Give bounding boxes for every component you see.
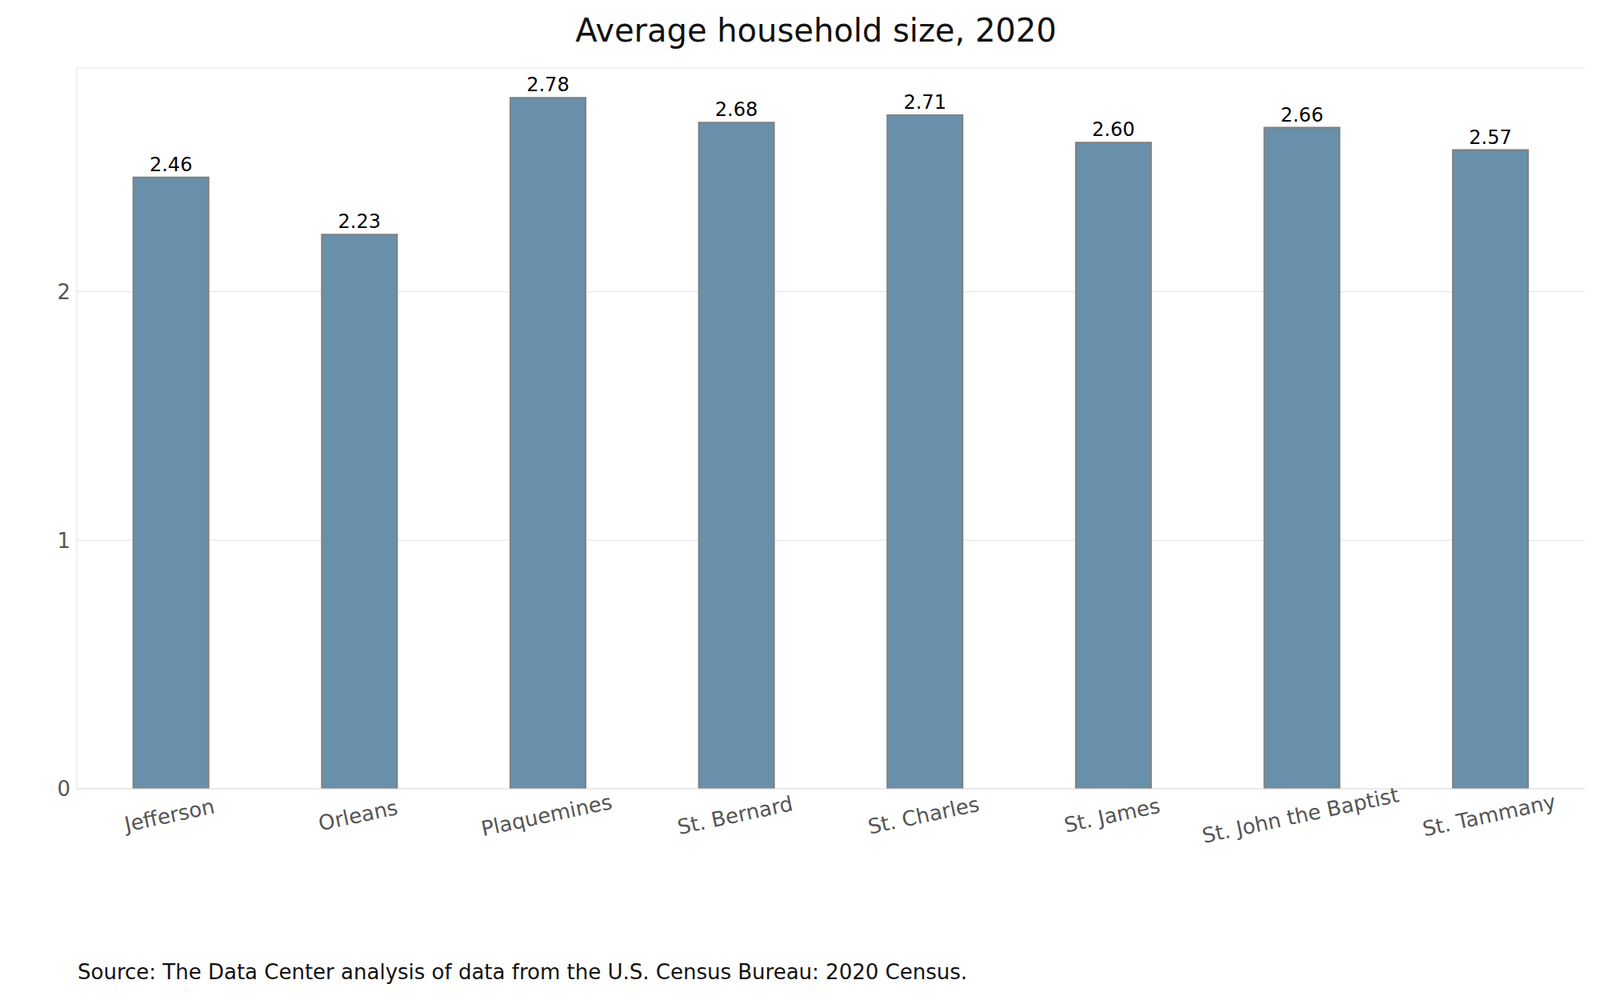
svg-text:St. Bernard: St. Bernard xyxy=(675,791,795,840)
svg-text:2.78: 2.78 xyxy=(526,73,569,96)
svg-text:Plaquemines: Plaquemines xyxy=(479,789,615,841)
svg-text:0: 0 xyxy=(56,776,71,801)
html-text:Average household size, 2020: Average household size, 2020 xyxy=(575,12,1057,49)
svg-text:2.60: 2.60 xyxy=(1092,118,1135,141)
svg-text:2.66: 2.66 xyxy=(1280,104,1324,127)
svg-text:Orleans: Orleans xyxy=(316,795,400,836)
svg-text:1: 1 xyxy=(56,528,71,553)
svg-text:St. Charles: St. Charles xyxy=(865,792,981,840)
svg-text:2.68: 2.68 xyxy=(715,98,758,121)
svg-text:2.23: 2.23 xyxy=(338,210,381,233)
svg-text:St. James: St. James xyxy=(1061,793,1162,838)
svg-text:St. Tammany: St. Tammany xyxy=(1420,789,1558,842)
svg-text:Jefferson: Jefferson xyxy=(120,794,217,838)
svg-text:2.46: 2.46 xyxy=(149,153,192,176)
svg-text:St. John the Baptist: St. John the Baptist xyxy=(1200,782,1401,848)
svg-text:2.71: 2.71 xyxy=(903,91,946,114)
svg-text:2: 2 xyxy=(56,280,71,304)
html-text:Source: The Data Center analys: Source: The Data Center analysis of data… xyxy=(77,960,968,984)
svg-text:2.57: 2.57 xyxy=(1468,126,1512,149)
